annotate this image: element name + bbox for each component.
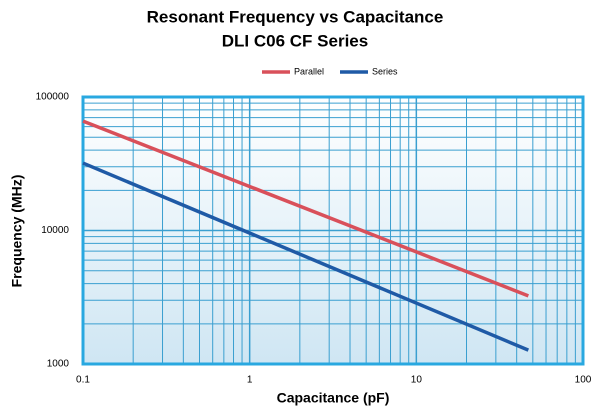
y-tick-label: 10000 [41, 225, 69, 236]
x-tick-label: 100 [575, 375, 591, 386]
legend-label: Parallel [294, 66, 324, 76]
x-tick-label: 10 [411, 375, 423, 386]
x-axis-label: Capacitance (pF) [277, 390, 390, 406]
x-tick-label: 0.1 [76, 375, 90, 386]
y-tick-label: 100000 [36, 92, 70, 103]
series-line [82, 161, 530, 352]
legend-label: Series [372, 66, 398, 76]
y-axis-label: Frequency (MHz) [9, 175, 25, 288]
series-line [82, 119, 529, 298]
plot-border [81, 95, 585, 366]
y-tick-label: 1000 [47, 359, 70, 370]
chart-subtitle: DLI C06 CF Series [222, 31, 368, 50]
chart-title: Resonant Frequency vs Capacitance [147, 7, 444, 26]
x-tick-label: 1 [247, 375, 253, 386]
